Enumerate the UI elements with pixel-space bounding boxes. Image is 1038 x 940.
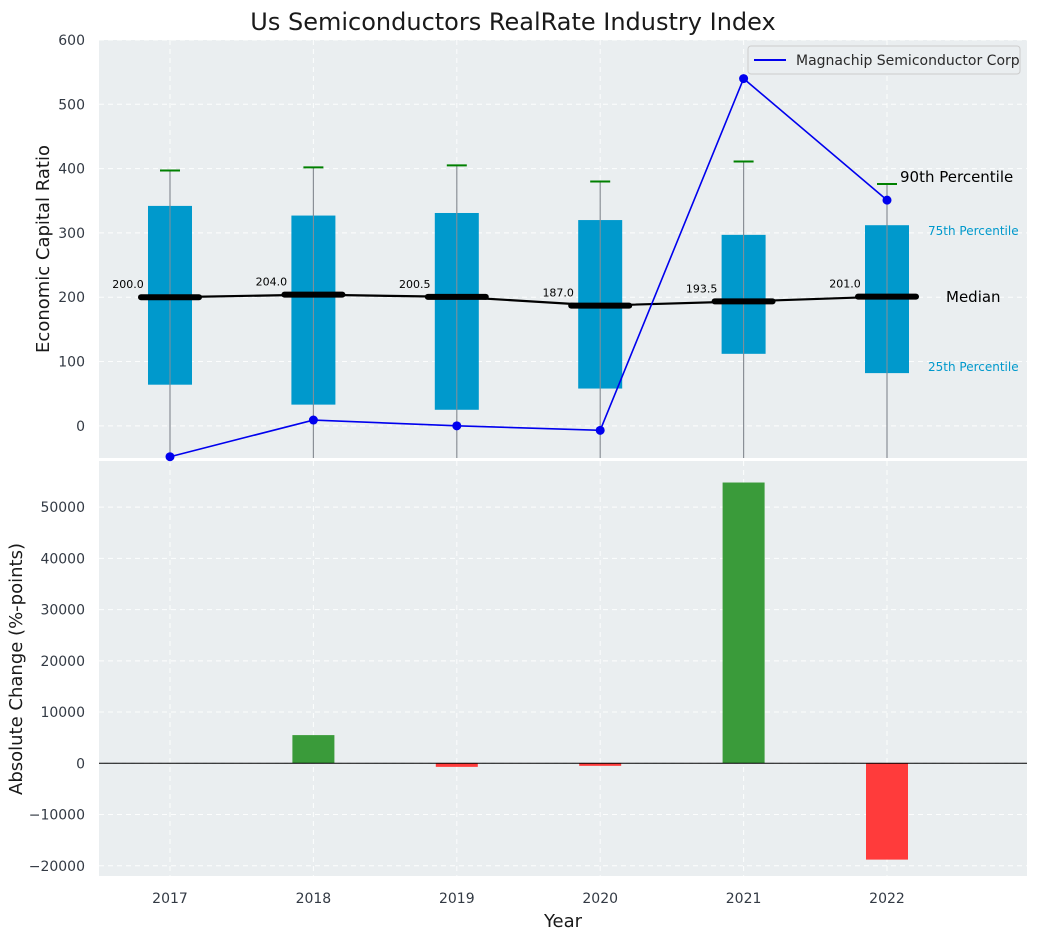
top-y-axis-label: Economic Capital Ratio (33, 145, 54, 353)
change-bar (866, 763, 908, 860)
median-value-label: 201.0 (829, 278, 861, 291)
median-value-label: 193.5 (686, 282, 718, 295)
p25-annotation: 25th Percentile (928, 360, 1019, 374)
x-tick-label: 2019 (439, 891, 475, 907)
legend: Magnachip Semiconductor Corp (747, 45, 1021, 75)
change-bar (292, 735, 335, 764)
x-ticks: 2017 2018 2019 2020 2021 2022 (152, 891, 905, 907)
top-y-tick-label: 400 (58, 162, 85, 178)
series-point (595, 425, 605, 435)
company-series (165, 74, 892, 462)
top-y-tick-label: 500 (58, 97, 85, 113)
median-value-label: 187.0 (542, 287, 574, 300)
bottom-y-tick-label: 10000 (40, 705, 85, 721)
top-y-tick-label: 300 (58, 226, 85, 242)
top-y-tick-label: 100 (58, 355, 85, 371)
chart-title: Us Semiconductors RealRate Industry Inde… (250, 8, 775, 36)
bottom-y-tick-label: 20000 (40, 654, 85, 670)
bottom-y-tick-label: 50000 (40, 500, 85, 516)
top-y-tick-label: 200 (58, 290, 85, 306)
bottom-y-tick-label: −20000 (29, 859, 85, 875)
top-y-ticks: 0 100 200 300 400 500 600 (58, 33, 85, 435)
x-tick-label: 2021 (726, 891, 762, 907)
series-point (882, 195, 892, 205)
bottom-y-tick-label: 0 (76, 756, 85, 772)
median-trend-line (169, 293, 888, 307)
bottom-y-tick-label: −10000 (29, 808, 85, 824)
bottom-y-ticks: −20000 −10000 0 10000 20000 30000 40000 50000 (29, 500, 85, 875)
bottom-y-tick-label: 40000 (40, 551, 85, 567)
bottom-y-tick-label: 30000 (40, 603, 85, 619)
series-point (165, 452, 175, 462)
change-bar (435, 763, 478, 767)
median-value-label: 204.0 (256, 276, 288, 289)
x-tick-label: 2017 (152, 891, 188, 907)
x-tick-label: 2018 (296, 891, 332, 907)
median-value-label: 200.0 (112, 278, 144, 291)
top-y-tick-label: 0 (76, 419, 85, 435)
median-value-label: 200.5 (399, 278, 431, 291)
change-bar (579, 763, 622, 766)
p90-annotation: 90th Percentile (900, 168, 1013, 186)
p75-annotation: 75th Percentile (928, 224, 1019, 238)
x-tick-label: 2020 (582, 891, 618, 907)
legend-label: Magnachip Semiconductor Corp (796, 53, 1020, 69)
series-point (739, 74, 749, 84)
top-y-tick-label: 600 (58, 33, 85, 49)
bottom-y-axis-label: Absolute Change (%-points) (6, 543, 27, 795)
legend-box (747, 45, 1021, 75)
change-bar (722, 482, 765, 764)
median-trend (169, 293, 888, 307)
series-line (169, 77, 888, 458)
series-point (308, 415, 318, 425)
series-point (452, 421, 462, 431)
change-bars (99, 482, 1027, 860)
x-axis-label: Year (543, 911, 583, 932)
x-tick-label: 2022 (869, 891, 905, 907)
median-annotation: Median (946, 288, 1001, 306)
